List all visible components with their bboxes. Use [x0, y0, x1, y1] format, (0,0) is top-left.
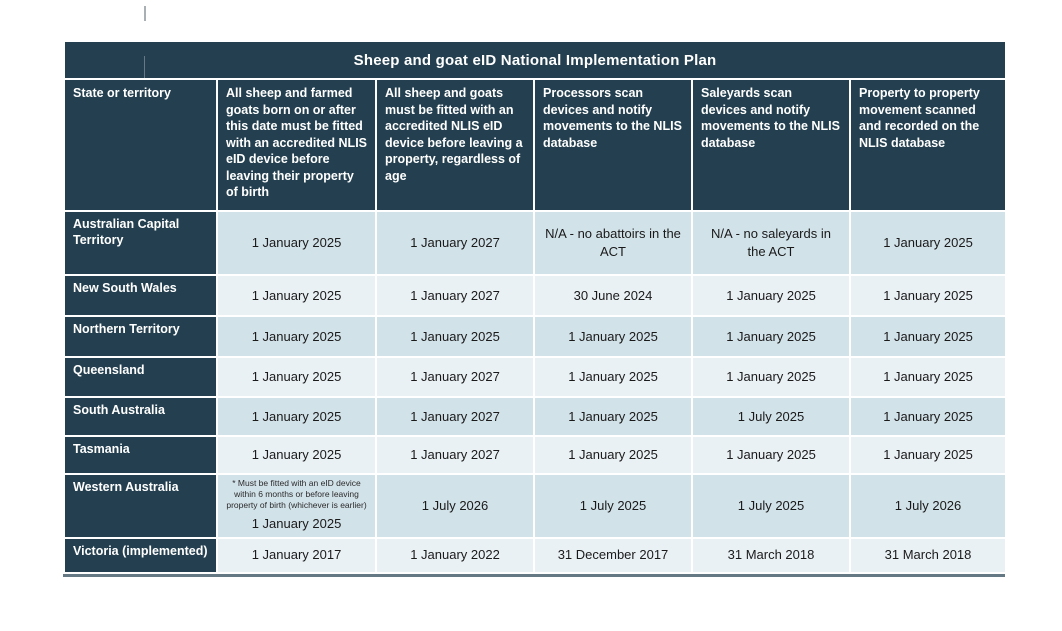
date-cell: 1 January 2027 — [375, 210, 535, 276]
table-row-tas: Tasmania 1 January 2025 1 January 2027 1… — [63, 435, 1008, 475]
date-cell: 31 March 2018 — [848, 536, 1008, 574]
date-cell: 1 January 2025 — [848, 274, 1008, 317]
table-row-sa: South Australia 1 January 2025 1 January… — [63, 396, 1008, 437]
table-row-wa: Western Australia * Must be fitted with … — [63, 473, 1008, 539]
date-value: 1 January 2025 — [251, 516, 342, 532]
artifact-mark — [144, 6, 146, 21]
state-cell: Victoria (implemented) — [63, 536, 218, 574]
wa-footnote: * Must be fitted with an eID device with… — [226, 478, 367, 511]
table-row-qld: Queensland 1 January 2025 1 January 2027… — [63, 356, 1008, 398]
header-row: State or territory All sheep and farmed … — [63, 78, 1008, 212]
artifact-mark — [144, 56, 145, 80]
state-cell: South Australia — [63, 396, 218, 437]
date-cell-with-note: * Must be fitted with an eID device with… — [216, 473, 377, 539]
date-cell: 1 July 2025 — [691, 473, 851, 539]
date-cell: 1 January 2027 — [375, 396, 535, 437]
state-cell: Tasmania — [63, 435, 218, 475]
date-cell: 1 January 2027 — [375, 435, 535, 475]
date-cell: 1 July 2026 — [375, 473, 535, 539]
date-cell: 1 January 2025 — [691, 315, 851, 358]
date-cell: 1 January 2025 — [848, 315, 1008, 358]
page-title: Sheep and goat eID National Implementati… — [62, 40, 1008, 80]
date-cell: 1 January 2025 — [533, 435, 693, 475]
table-row-nsw: New South Wales 1 January 2025 1 January… — [63, 274, 1008, 317]
date-cell: 1 July 2025 — [533, 473, 693, 539]
title-row: Sheep and goat eID National Implementati… — [62, 40, 1008, 80]
date-cell: 1 January 2025 — [691, 356, 851, 398]
state-cell: Queensland — [63, 356, 218, 398]
date-cell: 1 January 2025 — [216, 315, 377, 358]
state-cell: Northern Territory — [63, 315, 218, 358]
date-cell: 1 January 2025 — [691, 274, 851, 317]
date-cell: 1 January 2025 — [848, 210, 1008, 276]
date-cell: 30 June 2024 — [533, 274, 693, 317]
date-cell: 1 January 2027 — [375, 356, 535, 398]
column-header-born-after: All sheep and farmed goats born on or af… — [216, 78, 377, 212]
date-cell: 1 January 2025 — [848, 356, 1008, 398]
date-cell: N/A - no saleyards in the ACT — [691, 210, 851, 276]
date-cell: 1 July 2026 — [848, 473, 1008, 539]
state-cell: New South Wales — [63, 274, 218, 317]
date-cell: N/A - no abattoirs in the ACT — [533, 210, 693, 276]
date-cell: 1 January 2025 — [848, 435, 1008, 475]
date-cell: 1 January 2025 — [691, 435, 851, 475]
table-row-nt: Northern Territory 1 January 2025 1 Janu… — [63, 315, 1008, 358]
date-cell: 1 January 2025 — [533, 315, 693, 358]
date-cell: 1 January 2022 — [375, 536, 535, 574]
table: Sheep and goat eID National Implementati… — [62, 40, 1008, 574]
state-cell: Australian Capital Territory — [63, 210, 218, 276]
date-cell: 1 July 2025 — [691, 396, 851, 437]
date-cell: 31 December 2017 — [533, 536, 693, 574]
column-header-state: State or territory — [63, 78, 218, 212]
implementation-plan-table: Sheep and goat eID National Implementati… — [62, 40, 1008, 577]
column-header-all-sheep: All sheep and goats must be fitted with … — [375, 78, 535, 212]
date-cell: 1 January 2025 — [216, 210, 377, 276]
date-cell: 1 January 2025 — [216, 435, 377, 475]
column-header-processors: Processors scan devices and notify movem… — [533, 78, 693, 212]
date-cell: 1 January 2017 — [216, 536, 377, 574]
date-cell: 1 January 2025 — [216, 396, 377, 437]
table-row-vic: Victoria (implemented) 1 January 2017 1 … — [63, 536, 1008, 574]
date-cell: 1 January 2025 — [216, 274, 377, 317]
column-header-saleyards: Saleyards scan devices and notify moveme… — [691, 78, 851, 212]
date-cell: 1 January 2025 — [848, 396, 1008, 437]
state-cell: Western Australia — [63, 473, 218, 539]
table-row-act: Australian Capital Territory 1 January 2… — [63, 210, 1008, 276]
date-cell: 31 March 2018 — [691, 536, 851, 574]
date-cell: 1 January 2027 — [375, 274, 535, 317]
date-cell: 1 January 2025 — [375, 315, 535, 358]
date-cell: 1 January 2025 — [216, 356, 377, 398]
column-header-property: Property to property movement scanned an… — [848, 78, 1008, 212]
date-cell: 1 January 2025 — [533, 396, 693, 437]
date-cell: 1 January 2025 — [533, 356, 693, 398]
